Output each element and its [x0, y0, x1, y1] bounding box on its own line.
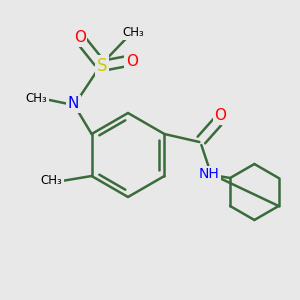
Text: O: O: [74, 31, 86, 46]
Text: CH₃: CH₃: [41, 175, 62, 188]
Text: O: O: [126, 53, 138, 68]
Text: N: N: [68, 97, 79, 112]
Text: CH₃: CH₃: [26, 92, 47, 104]
Text: O: O: [214, 109, 226, 124]
Text: S: S: [96, 57, 107, 75]
Text: CH₃: CH₃: [123, 26, 145, 38]
Text: NH: NH: [199, 167, 220, 181]
